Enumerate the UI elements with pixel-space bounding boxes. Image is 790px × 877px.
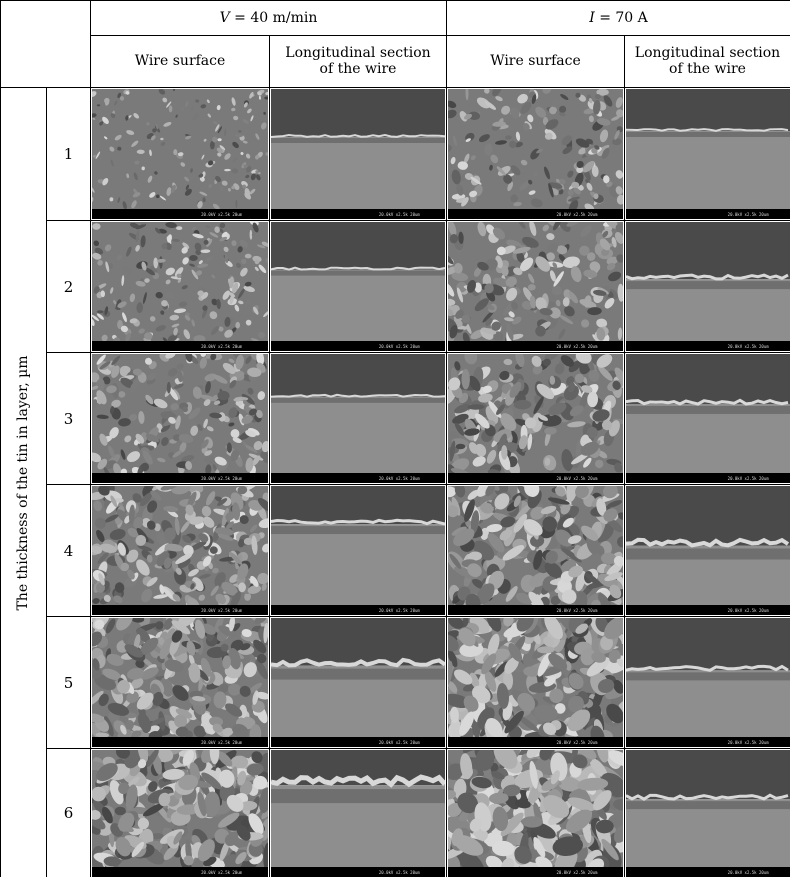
sem-micrograph: 20.0kV x2.5k 20um <box>626 618 790 747</box>
sem-micrograph: 20.0kV x2.5k 20um <box>448 354 623 483</box>
vline-col3 <box>269 36 270 877</box>
sem-micrograph: 20.0kV x2.5k 20um <box>271 89 445 219</box>
micrograph-caption: 20.0kV x2.5k 20um <box>557 476 599 481</box>
col-header-long-section-v: Longitudinal section of the wire <box>285 45 431 77</box>
sem-micrograph: 20.0kV x2.5k 20um <box>92 486 268 615</box>
side-label-cell: The thickness of the tin in layer, µm <box>0 88 46 877</box>
header-mid-line <box>90 35 790 36</box>
micrograph-caption: 20.0kV x2.5k 20um <box>557 870 599 875</box>
sem-micrograph: 20.0kV x2.5k 20um <box>271 354 445 483</box>
sem-micrograph: 20.0kV x2.5k 20um <box>448 89 623 219</box>
col-header-wire-surface-i: Wire surface <box>490 53 581 69</box>
sem-micrograph: 20.0kV x2.5k 20um <box>92 222 268 351</box>
micrograph-caption: 20.0kV x2.5k 20um <box>201 212 243 217</box>
current-value: = 70 A <box>594 10 648 26</box>
micrograph-caption: 20.0kV x2.5k 20um <box>728 870 770 875</box>
table-border-left <box>0 0 1 877</box>
row-line-5 <box>47 748 790 749</box>
sem-micrograph: 20.0kV x2.5k 20um <box>448 750 623 877</box>
speed-value: = 40 m/min <box>229 10 318 26</box>
row-number-2: 2 <box>63 277 74 296</box>
micrograph-caption: 20.0kV x2.5k 20um <box>728 608 770 613</box>
row-line-3 <box>47 484 790 485</box>
micrograph-caption: 20.0kV x2.5k 20um <box>201 740 243 745</box>
row-line-1 <box>47 220 790 221</box>
sem-micrograph: 20.0kV x2.5k 20um <box>626 222 790 351</box>
table-top-left-line <box>0 0 90 1</box>
row-number-1: 1 <box>63 145 74 163</box>
sem-micrograph: 20.0kV x2.5k 20um <box>626 486 790 615</box>
sem-micrograph: 20.0kV x2.5k 20um <box>448 486 623 615</box>
sem-micrograph: 20.0kV x2.5k 20um <box>626 354 790 483</box>
micrograph-caption: 20.0kV x2.5k 20um <box>728 212 770 217</box>
micrograph-caption: 20.0kV x2.5k 20um <box>557 344 599 349</box>
table-border-top <box>90 0 790 1</box>
micrograph-caption: 20.0kV x2.5k 20um <box>379 212 421 217</box>
sem-micrograph: 20.0kV x2.5k 20um <box>92 354 268 483</box>
sem-micrograph: 20.0kV x2.5k 20um <box>448 222 623 351</box>
vline-col1 <box>46 88 47 877</box>
row-number-3: 3 <box>63 409 74 428</box>
micrograph-caption: 20.0kV x2.5k 20um <box>728 476 770 481</box>
row-line-2 <box>47 352 790 353</box>
sem-micrograph: 20.0kV x2.5k 20um <box>92 618 268 747</box>
current-symbol: I <box>589 10 595 26</box>
vline-col2 <box>90 0 91 877</box>
row-line-4 <box>47 616 790 617</box>
col-header-wire-surface-v: Wire surface <box>134 53 226 69</box>
micrograph-caption: 20.0kV x2.5k 20um <box>201 476 243 481</box>
group-header-current: I = 70 A <box>447 1 790 35</box>
micrograph-caption: 20.0kV x2.5k 20um <box>557 608 599 613</box>
row-number-4: 4 <box>63 541 74 560</box>
row-number-6: 6 <box>63 804 74 822</box>
micrograph-caption: 20.0kV x2.5k 20um <box>201 344 243 349</box>
col-header-long-section-i: Longitudinal section of the wire <box>634 45 781 77</box>
row-number-5: 5 <box>63 673 74 692</box>
micrograph-caption: 20.0kV x2.5k 20um <box>379 740 421 745</box>
sem-micrograph: 20.0kV x2.5k 20um <box>92 89 268 219</box>
micrograph-caption: 20.0kV x2.5k 20um <box>201 608 243 613</box>
micrograph-caption: 20.0kV x2.5k 20um <box>201 870 243 875</box>
sem-micrograph: 20.0kV x2.5k 20um <box>448 618 623 747</box>
sem-micrograph: 20.0kV x2.5k 20um <box>271 222 445 351</box>
micrograph-caption: 20.0kV x2.5k 20um <box>728 344 770 349</box>
micrograph-caption: 20.0kV x2.5k 20um <box>557 212 599 217</box>
vline-col4 <box>446 0 447 877</box>
sem-micrograph: 20.0kV x2.5k 20um <box>271 750 445 877</box>
sem-micrograph: 20.0kV x2.5k 20um <box>271 486 445 615</box>
micrograph-caption: 20.0kV x2.5k 20um <box>379 870 421 875</box>
micrograph-caption: 20.0kV x2.5k 20um <box>557 740 599 745</box>
sem-micrograph: 20.0kV x2.5k 20um <box>626 750 790 877</box>
vline-col5 <box>624 36 625 877</box>
micrograph-caption: 20.0kV x2.5k 20um <box>379 608 421 613</box>
micrograph-caption: 20.0kV x2.5k 20um <box>379 476 421 481</box>
micrograph-caption: 20.0kV x2.5k 20um <box>728 740 770 745</box>
tin-thickness-label: The thickness of the tin in layer, µm <box>15 354 31 611</box>
header-bottom-line <box>0 87 790 88</box>
group-header-speed: V = 40 m/min <box>91 1 446 35</box>
speed-symbol: V <box>219 10 230 26</box>
micrograph-caption: 20.0kV x2.5k 20um <box>379 344 421 349</box>
sem-micrograph: 20.0kV x2.5k 20um <box>626 89 790 219</box>
sem-micrograph: 20.0kV x2.5k 20um <box>92 750 268 877</box>
sem-micrograph: 20.0kV x2.5k 20um <box>271 618 445 747</box>
